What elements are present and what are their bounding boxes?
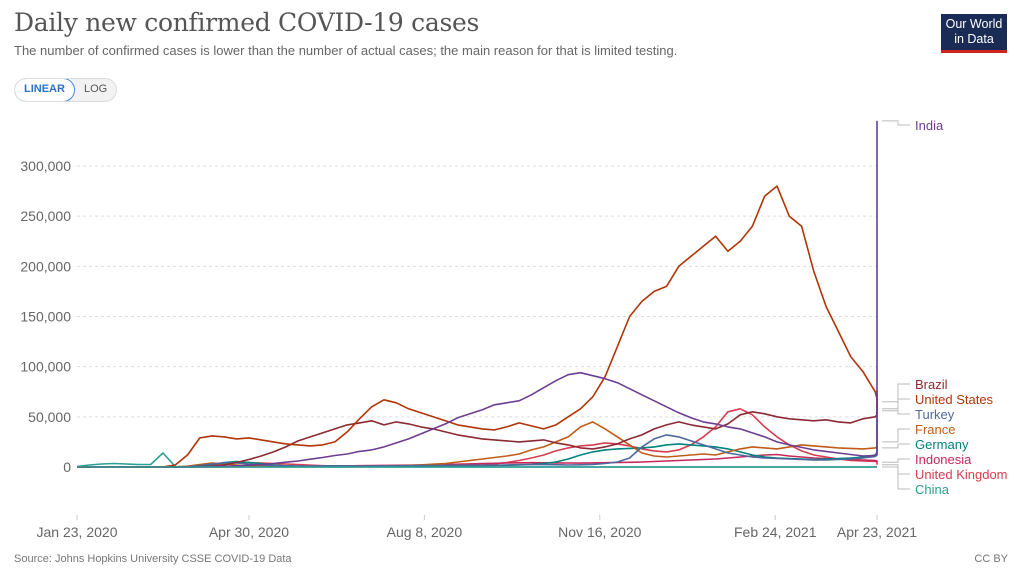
x-tick-label: Feb 24, 2021 <box>734 524 817 540</box>
logo-line-1: Our World <box>945 17 1003 31</box>
label-connector <box>882 398 910 403</box>
series-label: Brazil <box>915 377 948 392</box>
y-tick-label: 0 <box>63 459 71 475</box>
series-label: Indonesia <box>915 452 972 467</box>
x-tick-label: Jan 23, 2020 <box>37 524 118 540</box>
x-tick-label: Apr 30, 2020 <box>209 524 289 540</box>
source-note[interactable]: Source: Johns Hopkins University CSSE CO… <box>14 553 292 565</box>
x-tick-label: Aug 8, 2020 <box>387 524 463 540</box>
scale-toggle: LINEAR LOG <box>14 78 118 102</box>
series-label: China <box>915 482 950 497</box>
owid-logo[interactable]: Our World in Data <box>941 14 1007 53</box>
x-tick-label: Apr 23, 2021 <box>837 524 917 540</box>
y-tick-label: 150,000 <box>20 309 71 325</box>
label-connector <box>882 466 910 490</box>
series-label: India <box>915 118 944 133</box>
logo-line-2: in Data <box>954 32 994 46</box>
series-label: United Kingdom <box>915 467 1008 482</box>
series-line-united-states <box>77 185 878 468</box>
label-connector <box>882 428 910 443</box>
label-connector <box>882 383 910 412</box>
series-label: France <box>915 422 955 437</box>
label-connector <box>882 464 910 475</box>
y-tick-label: 100,000 <box>20 359 71 375</box>
series-label: Germany <box>915 437 969 452</box>
license-link[interactable]: CC BY <box>974 553 1008 565</box>
series-line-brazil <box>77 389 878 468</box>
series-line-turkey <box>77 403 878 468</box>
y-tick-label: 50,000 <box>28 409 71 425</box>
chart-subtitle: The number of confirmed cases is lower t… <box>14 43 678 58</box>
x-tick-label: Nov 16, 2020 <box>558 524 641 540</box>
label-connector <box>882 443 910 449</box>
series-label: Turkey <box>915 407 955 422</box>
y-tick-label: 300,000 <box>20 158 71 174</box>
log-scale-button[interactable]: LOG <box>83 83 108 95</box>
label-connector <box>882 458 910 463</box>
series-label: United States <box>915 392 994 407</box>
label-connector <box>882 120 910 126</box>
y-tick-label: 250,000 <box>20 208 71 224</box>
chart-title: Daily new confirmed COVID-19 cases <box>14 8 480 37</box>
series-line-india <box>77 120 878 468</box>
label-connector <box>882 408 910 415</box>
y-tick-label: 200,000 <box>20 258 71 274</box>
linear-scale-button[interactable]: LINEAR <box>15 79 75 101</box>
